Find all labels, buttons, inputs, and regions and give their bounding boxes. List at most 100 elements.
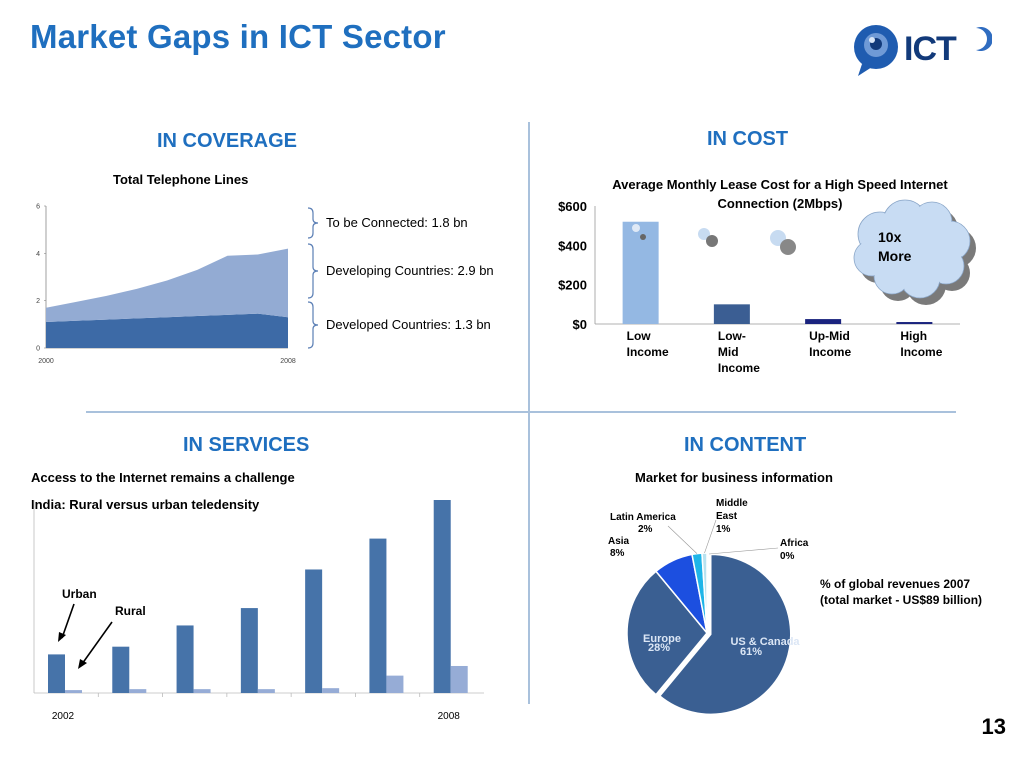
coverage-x-tick: 2008: [280, 358, 296, 365]
content-note-line1: % of global revenues 2007: [820, 577, 971, 591]
pie-label-latin-america: Latin America: [610, 512, 676, 523]
cloud-fill: [854, 240, 890, 276]
cost-bubble-decoration: [632, 224, 640, 232]
cost-cloud-callout: 10x More: [853, 199, 976, 305]
cost-category-label: Income: [900, 345, 942, 359]
cost-bar: [896, 322, 933, 325]
services-bar-rural: [193, 689, 211, 693]
services-x-tick: 2002: [52, 711, 75, 722]
rural-arrow: [81, 621, 113, 665]
services-bar-urban: [240, 608, 258, 693]
pie-label-africa: Africa: [780, 538, 809, 549]
cost-y-tick: $600: [558, 199, 587, 214]
cost-category-label: Low: [627, 329, 652, 343]
pie-pct-africa: 0%: [780, 551, 795, 562]
slide-title: Market Gaps in ICT Sector: [30, 18, 446, 55]
rural-arrowhead: [78, 659, 87, 669]
pie-label-us-canada: US & Canada: [730, 636, 800, 648]
cost-bar: [805, 319, 842, 324]
services-bar-urban: [112, 646, 130, 693]
coverage-annotation: To be Connected: 1.8 bn: [326, 215, 468, 230]
coverage-brace: [307, 301, 319, 349]
cost-bubble-decoration: [706, 235, 718, 247]
pie-leader-line: [667, 525, 698, 554]
teledensity-bar-chart: 2002 2008 Urban Rural: [33, 500, 484, 722]
cost-category-label: Mid: [718, 345, 739, 359]
pie-pct-us-canada: 61%: [740, 646, 762, 658]
coverage-annotation: Developing Countries: 2.9 bn: [326, 263, 494, 278]
rural-label: Rural: [115, 604, 146, 618]
urban-arrow: [61, 603, 75, 639]
coverage-y-tick: 2: [36, 298, 40, 305]
urban-arrowhead: [58, 632, 66, 642]
services-x-tick: 2008: [438, 711, 461, 722]
cloud-text-line1: 10x: [878, 229, 902, 245]
services-line2: India: Rural versus urban teledensity: [31, 497, 260, 512]
services-bar-rural: [322, 688, 340, 693]
cost-bar-chart: $0 $200 $400 $600 Low Income Low- Mid Income Up-…: [558, 199, 976, 375]
services-bar-rural: [450, 665, 468, 693]
coverage-x-tick: 2000: [38, 358, 54, 365]
pie-label-asia: Asia: [608, 536, 630, 547]
services-bar-urban: [305, 569, 323, 693]
cost-y-tick: $400: [558, 238, 587, 253]
cost-category-label: Income: [627, 345, 669, 359]
cost-category-label: Income: [809, 345, 851, 359]
services-bar-rural: [129, 689, 147, 693]
pie-pct-europe: 28%: [648, 642, 670, 654]
pie-label-middle-east-1: Middle: [716, 498, 748, 509]
pie-leader-line: [704, 519, 717, 554]
services-bar-rural: [257, 689, 275, 693]
cost-bubble-decoration: [698, 228, 710, 240]
coverage-heading: IN COVERAGE: [157, 130, 298, 152]
services-bar-urban: [176, 625, 194, 693]
pie-label-middle-east-2: East: [716, 511, 738, 522]
coverage-y-tick: 4: [36, 251, 40, 258]
coverage-brace: [307, 243, 319, 299]
vertical-divider: [528, 122, 530, 704]
pie-slice: [658, 553, 792, 716]
coverage-chart-title: Total Telephone Lines: [113, 172, 249, 187]
cloud-fill: [880, 218, 940, 278]
cost-bar: [713, 304, 750, 324]
pie-slice: [626, 570, 708, 696]
pie-leader-line: [708, 547, 779, 555]
cost-category-label: Low-: [718, 329, 746, 343]
coverage-area-series-1: [46, 248, 288, 322]
coverage-y-tick: 6: [36, 204, 40, 211]
content-chart-title: Market for business information: [635, 470, 833, 485]
cost-bubble-decoration: [780, 239, 796, 255]
cost-category-label: Up-Mid: [809, 329, 850, 343]
content-note: % of global revenues 2007 (total market …: [820, 576, 982, 608]
coverage-area-series-0: [46, 313, 288, 348]
cost-bubble-decoration: [640, 234, 646, 240]
cloud-text-line2: More: [878, 248, 912, 264]
services-heading: IN SERVICES: [183, 434, 310, 456]
cost-chart-title: Average Monthly Lease Cost for a High Sp…: [612, 177, 948, 211]
services-bar-rural: [386, 675, 404, 693]
services-bar-urban: [369, 538, 387, 693]
coverage-annotation: Developed Countries: 1.3 bn: [326, 317, 491, 332]
urban-label: Urban: [62, 587, 97, 601]
pie-label-europe: Europe: [643, 633, 681, 645]
content-note-line2: (total market - US$89 billion): [820, 593, 983, 607]
services-bar-urban: [433, 500, 451, 693]
services-bar-urban: [48, 654, 65, 693]
page-number: 13: [981, 714, 1006, 739]
pie-pct-latin-america: 2%: [638, 524, 653, 535]
pie-pct-asia: 8%: [610, 548, 625, 559]
cost-y-tick: $0: [573, 317, 587, 332]
cost-heading: IN COST: [707, 128, 789, 150]
logo-text: ICT: [904, 30, 957, 68]
cost-y-tick: $200: [558, 278, 587, 293]
cost-category-label: Income: [718, 361, 760, 375]
pie-pct-middle-east: 1%: [716, 524, 731, 535]
coverage-y-tick: 0: [36, 346, 40, 353]
cost-category-label: High: [900, 329, 927, 343]
content-heading: IN CONTENT: [684, 434, 807, 456]
ict-logo: ICT: [852, 20, 993, 82]
coverage-area-chart: 0 2 4 6 2000 2008 To be Connected: 1.8 bn Devel…: [36, 204, 494, 366]
services-bar-rural: [65, 690, 82, 693]
ict-logo-icon: [854, 25, 993, 76]
